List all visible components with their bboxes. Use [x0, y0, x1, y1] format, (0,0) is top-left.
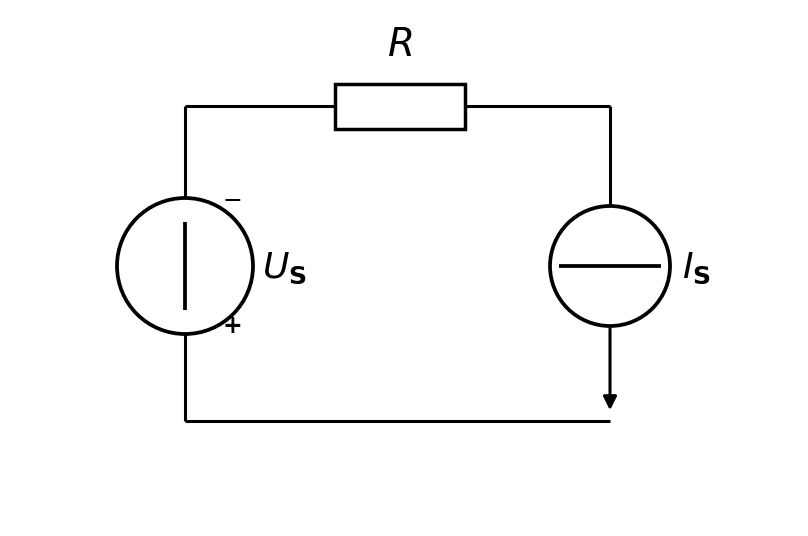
Text: −: −	[222, 189, 242, 213]
Text: +: +	[222, 314, 242, 338]
Text: $\mathit{R}$: $\mathit{R}$	[387, 27, 413, 64]
Text: $\mathit{U}_{\mathbf{S}}$: $\mathit{U}_{\mathbf{S}}$	[262, 250, 307, 286]
Text: $\mathit{I}_{\mathbf{S}}$: $\mathit{I}_{\mathbf{S}}$	[682, 250, 711, 286]
Bar	[335, 84, 465, 129]
